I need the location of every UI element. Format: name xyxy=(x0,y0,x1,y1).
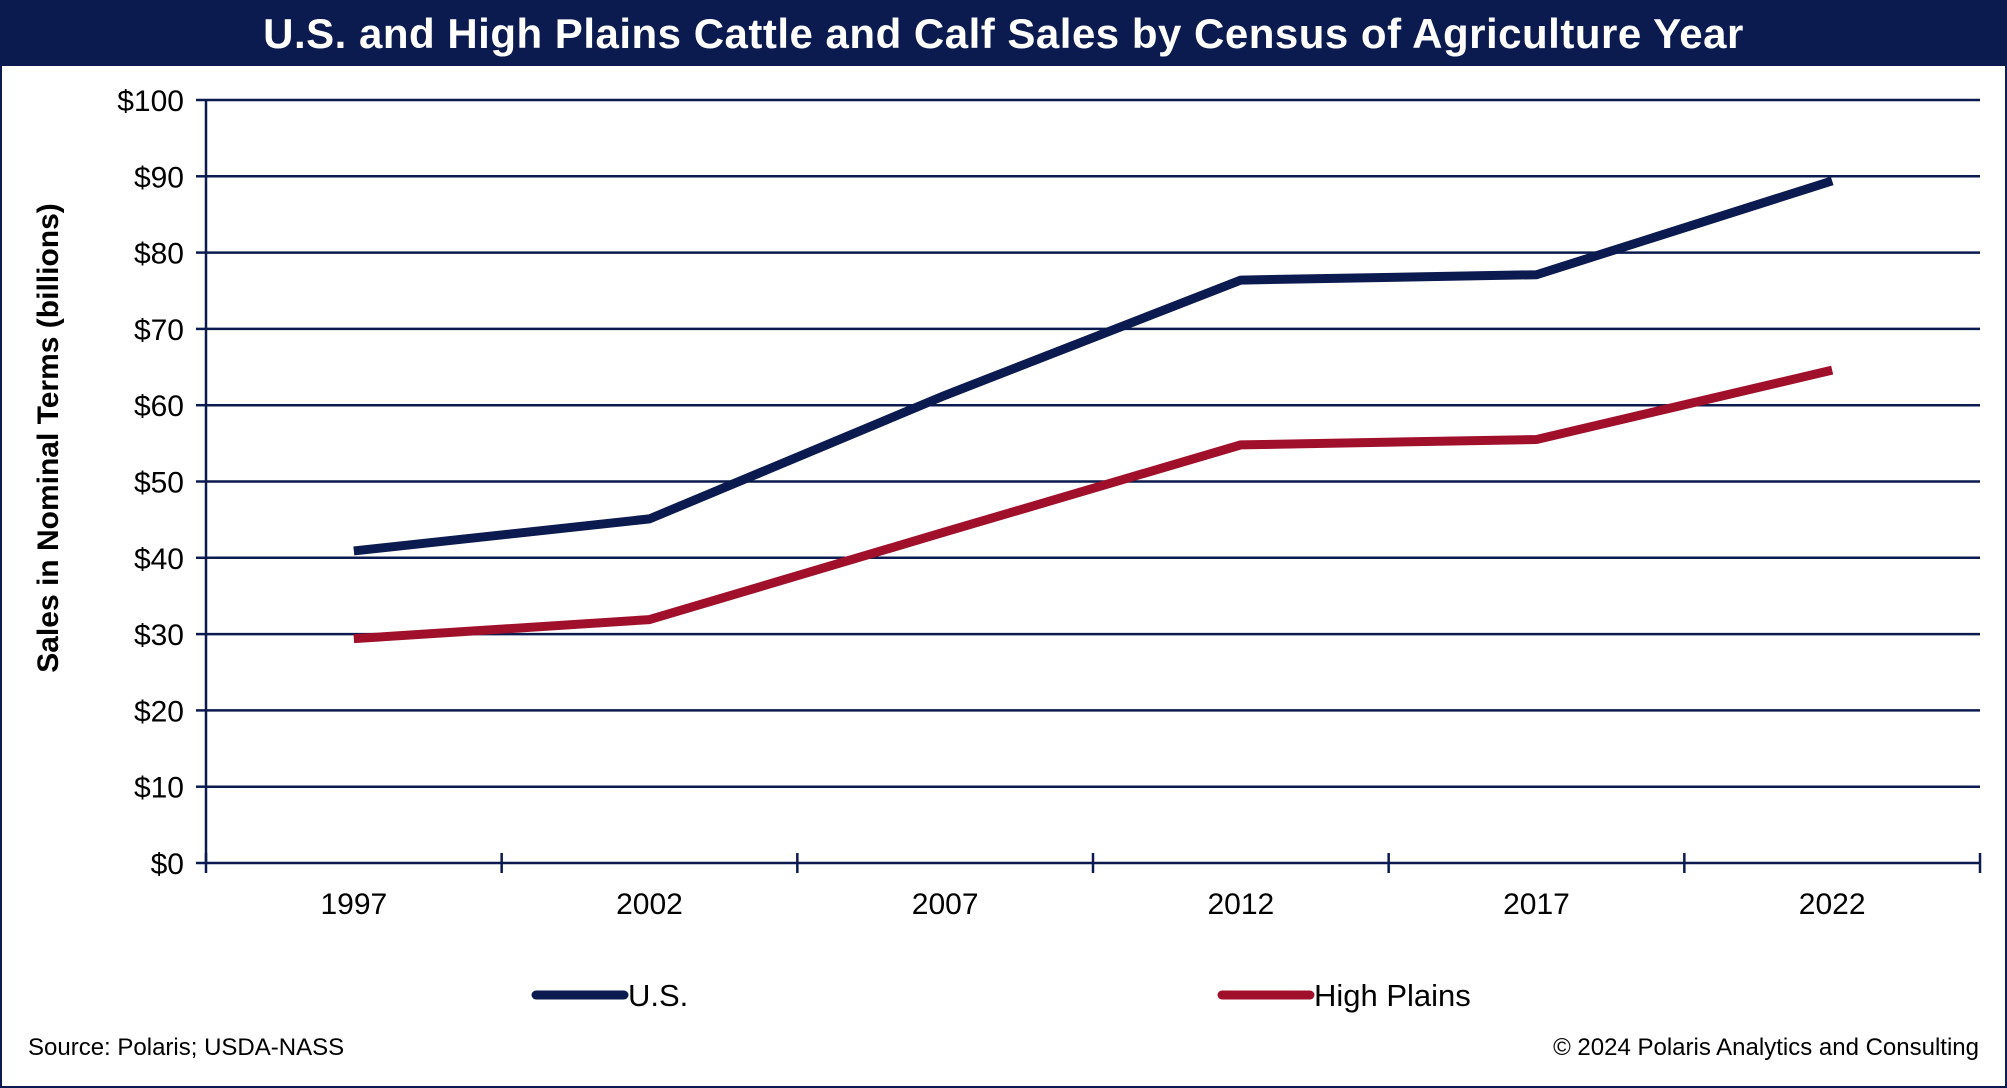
x-tick-label: 2017 xyxy=(1503,888,1570,921)
chart-title: U.S. and High Plains Cattle and Calf Sal… xyxy=(2,2,2005,66)
y-tick-label: $0 xyxy=(151,848,184,881)
data-point-u-s xyxy=(1240,280,1241,281)
x-tick-label: 2002 xyxy=(616,888,683,921)
source-note: Source: Polaris; USDA-NASS xyxy=(28,1034,345,1061)
x-tick-label: 1997 xyxy=(320,888,387,921)
y-tick-label: $70 xyxy=(134,314,184,347)
x-tick-label: 2022 xyxy=(1799,888,1866,921)
y-tick-label: $60 xyxy=(134,390,184,423)
x-tick-label: 2012 xyxy=(1207,888,1274,921)
line-chart: $0 $10 $20 $30 $40 $50 $60 $70 $80 $90 $100 1997 20… xyxy=(32,85,1982,1013)
legend: U.S. High Plains xyxy=(531,978,1471,1013)
x-tick-label: 2007 xyxy=(912,888,979,921)
data-point-high-plains xyxy=(353,638,354,639)
y-tick-label: $20 xyxy=(134,695,184,728)
y-tick-label: $90 xyxy=(134,161,184,194)
data-point-u-s xyxy=(649,518,650,519)
data-point-high-plains xyxy=(1832,370,1833,371)
data-point-u-s xyxy=(1536,274,1537,275)
data-point-high-plains xyxy=(1240,444,1241,445)
axes xyxy=(196,98,1982,873)
data-point-u-s xyxy=(353,550,354,551)
y-tick-label: $100 xyxy=(117,85,184,118)
data-point-high-plains xyxy=(945,531,946,532)
data-point-high-plains xyxy=(649,619,650,620)
y-tick-label: $50 xyxy=(134,467,184,500)
y-tick-label: $10 xyxy=(134,772,184,805)
legend-label-u-s: U.S. xyxy=(628,978,688,1013)
y-tick-labels: $0 $10 $20 $30 $40 $50 $60 $70 $80 $90 $100 xyxy=(117,85,184,881)
y-tick-label: $30 xyxy=(134,619,184,652)
series-lines xyxy=(353,176,1834,644)
x-tick-labels: 1997 2002 2007 2012 2017 2022 xyxy=(320,888,1865,921)
data-point-u-s xyxy=(1832,180,1833,181)
y-tick-label: $40 xyxy=(134,543,184,576)
y-axis-label: Sales in Nominal Terms (billions) xyxy=(32,203,65,673)
data-point-high-plains xyxy=(1536,439,1537,440)
legend-label-high-plains: High Plains xyxy=(1314,978,1471,1013)
grid-lines xyxy=(206,98,1980,788)
series-line-high-plains xyxy=(353,365,1834,644)
series-line-u-s xyxy=(353,176,1834,556)
y-tick-label: $80 xyxy=(134,238,184,271)
copyright-note: © 2024 Polaris Analytics and Consulting xyxy=(1553,1034,1979,1061)
data-point-u-s xyxy=(945,395,946,396)
